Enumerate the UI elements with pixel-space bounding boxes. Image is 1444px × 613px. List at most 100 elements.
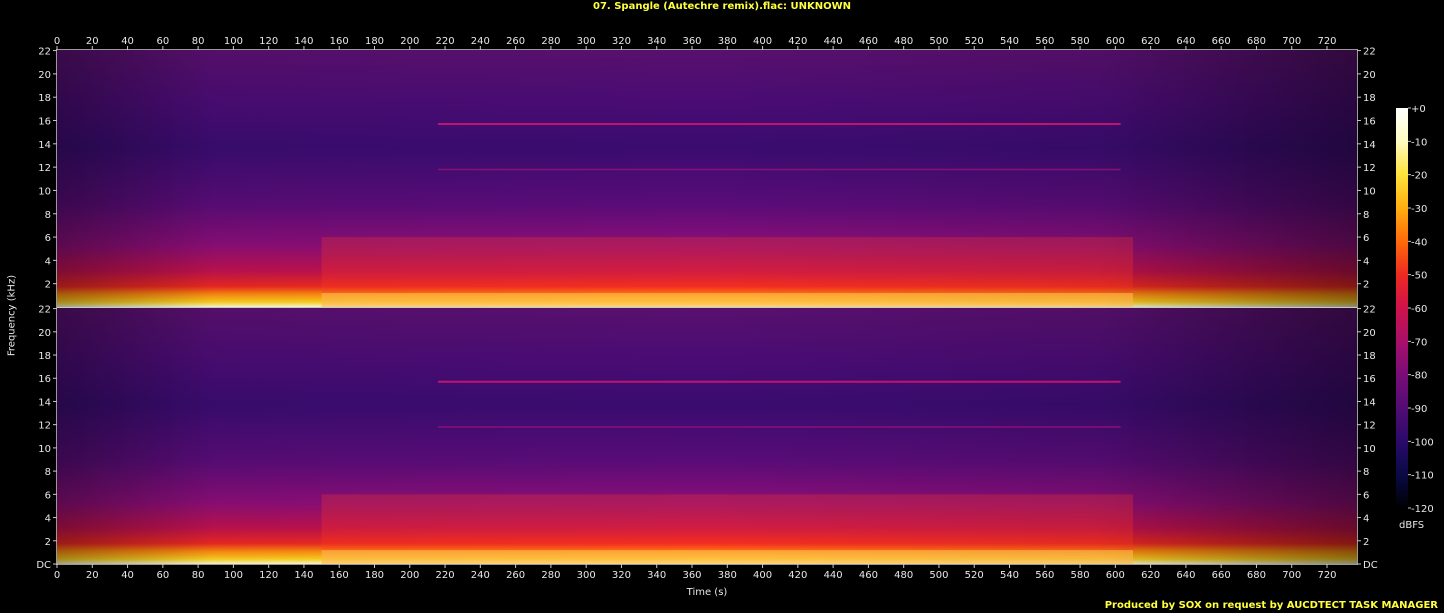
y-tick-label-right: 4: [1363, 256, 1369, 267]
x-tick-label-top: 700: [1282, 36, 1301, 47]
colorbar-tick-label: -100: [1411, 437, 1434, 448]
x-axis-label: Time (s): [686, 587, 728, 598]
x-tick-label-top: 220: [436, 36, 455, 47]
colorbar-tick-label: -70: [1411, 337, 1427, 348]
x-tick-label-bottom: 380: [718, 570, 737, 581]
x-tick-label-bottom: 640: [1176, 570, 1195, 581]
y-tick-label-right: 22: [1363, 47, 1376, 58]
loudness-shading: [57, 308, 1357, 564]
x-tick-label-top: 160: [330, 36, 349, 47]
x-tick-label-bottom: 700: [1282, 570, 1301, 581]
y-tick-label-right: 4: [1363, 514, 1369, 525]
y-tick-label-right: 8: [1363, 467, 1369, 478]
x-tick-label-top: 0: [54, 36, 60, 47]
y-tick-label-left: 2: [45, 280, 51, 291]
x-tick-label-top: 400: [753, 36, 772, 47]
x-tick-label-top: 140: [294, 36, 313, 47]
y-tick-label-right: 10: [1363, 444, 1376, 455]
y-tick-label-right: 10: [1363, 186, 1376, 197]
colorbar-tick-label: -10: [1411, 137, 1427, 148]
x-tick-label-bottom: 580: [1071, 570, 1090, 581]
x-tick-label-top: 500: [929, 36, 948, 47]
x-tick-label-bottom: 180: [365, 570, 384, 581]
x-tick-label-bottom: 60: [156, 570, 169, 581]
colorbar-tick-label: -80: [1411, 371, 1427, 382]
x-tick-label-bottom: 680: [1247, 570, 1266, 581]
y-tick-label-right: 16: [1363, 374, 1376, 385]
x-tick-label-bottom: 140: [294, 570, 313, 581]
y-axis-label: Frequency (kHz): [6, 274, 18, 357]
x-tick-label-bottom: 0: [54, 570, 60, 581]
y-tick-label-right: 16: [1363, 117, 1376, 128]
x-tick-label-top: 120: [259, 36, 278, 47]
y-tick-label-left: 10: [38, 186, 51, 197]
x-tick-label-bottom: 520: [965, 570, 984, 581]
colorbar-tick-label: -20: [1411, 171, 1427, 182]
x-tick-label-top: 200: [400, 36, 419, 47]
x-tick-label-bottom: 300: [577, 570, 596, 581]
colorbar-tick-label: -40: [1411, 237, 1427, 248]
loud-section-core: [321, 293, 1133, 307]
x-tick-label-bottom: 420: [788, 570, 807, 581]
x-tick-label-bottom: 20: [86, 570, 99, 581]
x-tick-label-bottom: 440: [824, 570, 843, 581]
x-tick-label-top: 240: [471, 36, 490, 47]
x-tick-label-top: 420: [788, 36, 807, 47]
x-tick-label-top: 40: [121, 36, 134, 47]
x-tick-label-top: 280: [541, 36, 560, 47]
y-tick-label-right: 12: [1363, 163, 1376, 174]
x-tick-label-top: 580: [1071, 36, 1090, 47]
x-tick-label-top: 60: [156, 36, 169, 47]
x-tick-label-bottom: 400: [753, 570, 772, 581]
x-tick-label-bottom: 160: [330, 570, 349, 581]
y-tick-label-right: 6: [1363, 490, 1369, 501]
colorbar-tick-label: -60: [1411, 304, 1427, 315]
x-tick-label-top: 540: [1000, 36, 1019, 47]
y-tick-label-left: 22: [38, 305, 51, 316]
y-tick-label-left: 8: [45, 467, 51, 478]
x-tick-label-bottom: 500: [929, 570, 948, 581]
loud-section-band: [321, 237, 1133, 307]
x-tick-label-top: 380: [718, 36, 737, 47]
y-tick-label-right: 2: [1363, 537, 1369, 548]
colorbar-unit: dBFS: [1399, 520, 1425, 531]
y-tick-label-right: 20: [1363, 328, 1376, 339]
x-tick-label-bottom: 360: [682, 570, 701, 581]
x-tick-label-bottom: 600: [1106, 570, 1125, 581]
x-tick-label-top: 440: [824, 36, 843, 47]
y-tick-label-right: DC: [1363, 560, 1378, 571]
y-tick-label-left: 12: [38, 421, 51, 432]
chart-title: 07. Spangle (Autechre remix).flac: UNKNO…: [593, 1, 851, 12]
x-tick-label-top: 260: [506, 36, 525, 47]
y-tick-label-right: 6: [1363, 233, 1369, 244]
y-tick-label-left: 18: [38, 351, 51, 362]
colorbar-ramp: [1396, 108, 1408, 508]
x-tick-label-top: 100: [224, 36, 243, 47]
y-tick-label-left: 6: [45, 233, 51, 244]
x-tick-label-bottom: 480: [894, 570, 913, 581]
x-tick-label-top: 360: [682, 36, 701, 47]
x-tick-label-top: 680: [1247, 36, 1266, 47]
loudness-shading: [57, 50, 1357, 307]
y-tick-label-right: 12: [1363, 421, 1376, 432]
y-tick-label-right: 20: [1363, 70, 1376, 81]
x-tick-label-top: 560: [1035, 36, 1054, 47]
x-tick-label-bottom: 620: [1141, 570, 1160, 581]
y-tick-label-right: 18: [1363, 351, 1376, 362]
x-tick-label-bottom: 540: [1000, 570, 1019, 581]
x-tick-label-bottom: 280: [541, 570, 560, 581]
x-tick-label-top: 640: [1176, 36, 1195, 47]
x-tick-label-top: 180: [365, 36, 384, 47]
x-tick-label-bottom: 340: [647, 570, 666, 581]
y-tick-label-left: 6: [45, 490, 51, 501]
y-tick-label-left: 20: [38, 328, 51, 339]
y-tick-label-left: 10: [38, 444, 51, 455]
colorbar-tick-label: -90: [1411, 404, 1427, 415]
y-tick-label-right: 14: [1363, 140, 1376, 151]
x-tick-label-top: 480: [894, 36, 913, 47]
y-tick-label-left: 14: [38, 397, 51, 408]
y-tick-label-left: 16: [38, 374, 51, 385]
y-tick-label-right: 18: [1363, 93, 1376, 104]
